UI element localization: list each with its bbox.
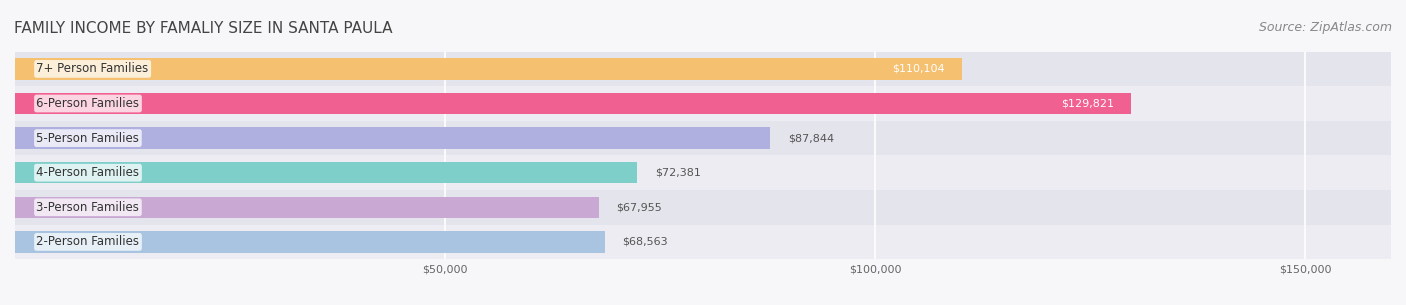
- Bar: [15, 121, 1391, 155]
- Bar: [15, 155, 1391, 190]
- Bar: [15, 224, 1391, 259]
- Text: $87,844: $87,844: [787, 133, 834, 143]
- Text: 4-Person Families: 4-Person Families: [37, 166, 139, 179]
- Text: $129,821: $129,821: [1062, 99, 1115, 109]
- Text: 5-Person Families: 5-Person Families: [37, 131, 139, 145]
- Text: FAMILY INCOME BY FAMALIY SIZE IN SANTA PAULA: FAMILY INCOME BY FAMALIY SIZE IN SANTA P…: [14, 21, 392, 36]
- Bar: [15, 93, 1132, 114]
- Text: 6-Person Families: 6-Person Families: [37, 97, 139, 110]
- Text: 3-Person Families: 3-Person Families: [37, 201, 139, 214]
- Text: $72,381: $72,381: [655, 168, 700, 178]
- Bar: [15, 231, 605, 253]
- Bar: [15, 162, 637, 183]
- Bar: [15, 190, 1391, 224]
- Text: $67,955: $67,955: [617, 202, 662, 212]
- Bar: [15, 196, 599, 218]
- Text: $110,104: $110,104: [891, 64, 945, 74]
- Text: Source: ZipAtlas.com: Source: ZipAtlas.com: [1258, 21, 1392, 34]
- Bar: [15, 58, 962, 80]
- Bar: [15, 127, 770, 149]
- Bar: [15, 52, 1391, 86]
- Bar: [15, 86, 1391, 121]
- Text: 7+ Person Families: 7+ Person Families: [37, 63, 149, 75]
- Text: $68,563: $68,563: [621, 237, 668, 247]
- Text: 2-Person Families: 2-Person Families: [37, 235, 139, 248]
